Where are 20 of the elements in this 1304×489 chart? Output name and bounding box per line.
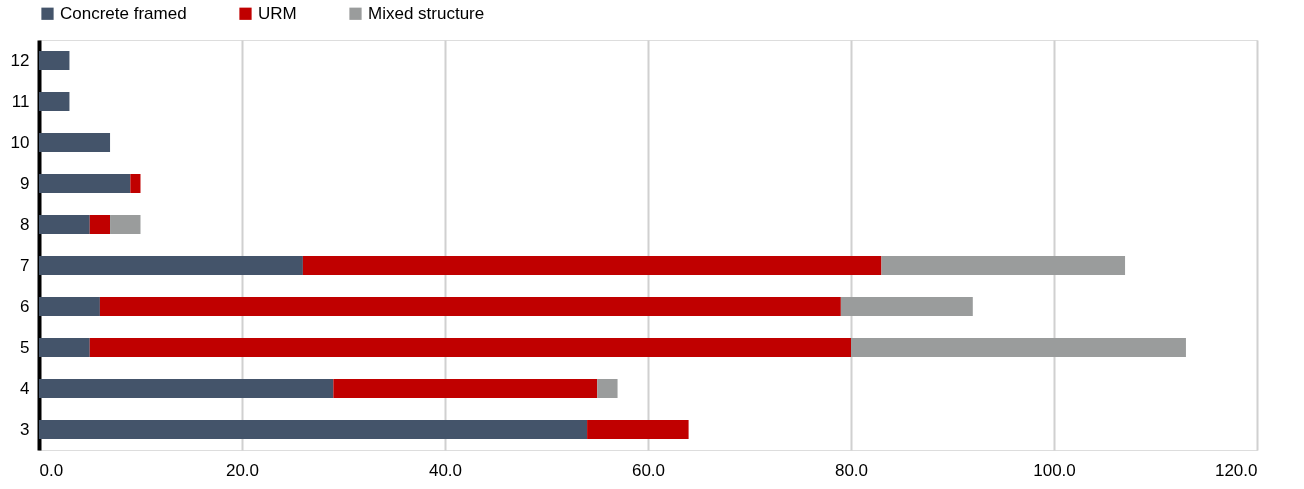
x-tick-label: 60.0 bbox=[631, 460, 666, 480]
x-tick-label: 0.0 bbox=[39, 460, 64, 480]
legend-label: Concrete framed bbox=[60, 3, 187, 23]
y-tick-label: 10 bbox=[10, 132, 30, 152]
legend-label: URM bbox=[258, 3, 297, 23]
x-tick-label: 120.0 bbox=[1214, 460, 1258, 480]
y-tick-label: 5 bbox=[20, 337, 30, 357]
x-tick-label: 20.0 bbox=[225, 460, 260, 480]
x-tick-label: 40.0 bbox=[428, 460, 463, 480]
y-tick-label: 6 bbox=[20, 296, 30, 316]
x-tick-label: 100.0 bbox=[1033, 460, 1076, 480]
y-tick-label: 9 bbox=[20, 173, 30, 193]
y-tick-label: 11 bbox=[11, 91, 30, 111]
y-tick-label: 4 bbox=[20, 378, 30, 398]
x-tick-label: 80.0 bbox=[834, 460, 869, 480]
y-tick-label: 8 bbox=[20, 214, 30, 234]
y-tick-label: 12 bbox=[10, 50, 30, 70]
y-tick-label: 7 bbox=[20, 255, 30, 275]
legend-label: Mixed structure bbox=[368, 3, 485, 23]
y-tick-label: 3 bbox=[20, 419, 30, 439]
